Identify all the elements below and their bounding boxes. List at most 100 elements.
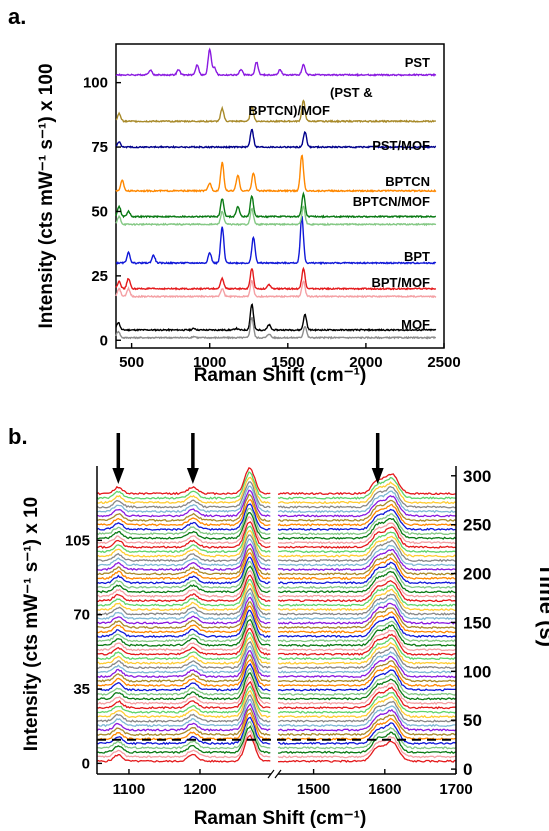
series-line: [277, 526, 457, 549]
series-line: [96, 476, 271, 505]
x-tick-label: 1600: [368, 781, 401, 798]
series-line: [96, 680, 271, 710]
series-line: [96, 636, 271, 665]
series-line: [115, 215, 437, 266]
series-line: [96, 725, 271, 755]
y-tick-label: 35: [73, 681, 90, 698]
series-line: [277, 624, 457, 647]
arrow-down-icon: [371, 468, 384, 484]
series-line: [277, 664, 457, 688]
series-line: [277, 620, 457, 643]
series-line: [277, 552, 457, 576]
series-label: (PST &: [330, 85, 373, 100]
panel-b-frame: [96, 466, 457, 779]
series-line: [277, 588, 456, 612]
x-tick-label: 1500: [297, 781, 330, 798]
series-label: BPTCN/MOF: [353, 194, 430, 209]
series-line: [277, 700, 457, 723]
panel-b-time-ticks: 0 50 100 150 200 250 300: [451, 467, 491, 779]
series-line: [96, 721, 271, 750]
series-label: PST/MOF: [372, 138, 430, 153]
x-tick-label: 1700: [439, 781, 472, 798]
series-line: [96, 547, 271, 576]
time-tick-label: 50: [463, 711, 482, 730]
series-line: [96, 587, 271, 616]
series-line: [277, 726, 457, 750]
arrow-down-icon: [186, 468, 199, 484]
time-tick-label: 250: [463, 516, 491, 535]
series-line: [277, 557, 457, 581]
series-line: [278, 673, 457, 696]
series-line: [277, 566, 457, 590]
series-line: [96, 623, 271, 652]
panel-b-y-ticks: 0 35 70 105: [65, 532, 102, 772]
panel-b-y-axis-label: Intensity (cts mW⁻¹ s⁻¹) x 10: [21, 497, 42, 751]
panel-b-label: b.: [8, 424, 28, 449]
series-line: [277, 740, 457, 763]
series-line: [96, 493, 271, 522]
series-line: [277, 517, 457, 540]
panel-b-x-axis-label: Raman Shift (cm⁻¹): [194, 808, 367, 829]
panel-b-time-axis-label: Time (s): [535, 563, 549, 647]
series-line: [96, 650, 271, 679]
series-line: [97, 574, 271, 603]
series-line: [96, 511, 271, 540]
series-line: [278, 597, 457, 621]
time-tick-label: 300: [463, 467, 491, 486]
panel-b-x-ticks: 1100 1200 1500 1600 1700: [113, 769, 473, 798]
series-line: [96, 481, 271, 509]
series-line: [277, 522, 457, 545]
series-line: [115, 154, 437, 193]
series-line: [277, 692, 457, 714]
series-line: [96, 601, 271, 630]
panel-a-series: [115, 47, 437, 340]
time-tick-label: 0: [463, 760, 472, 779]
series-line: [277, 682, 457, 706]
series-label: BPT: [404, 249, 430, 264]
series-line: [277, 481, 457, 505]
series-line: [96, 543, 271, 572]
series-line: [96, 729, 271, 759]
series-line: [96, 592, 271, 621]
series-line: [96, 699, 271, 728]
panel-b-arrows: [112, 433, 384, 484]
panel-a-chart: MOF BPT/MOF BPT BPTCN/MOF BPTCN PST/MOF (PST &…: [36, 43, 461, 386]
series-line: [277, 650, 457, 674]
series-line: [96, 503, 271, 531]
series-line: [96, 596, 271, 625]
series-label: MOF: [401, 317, 430, 332]
series-line: [277, 544, 457, 567]
series-line: [277, 508, 457, 531]
series-line: [115, 303, 437, 333]
x-tick-label: 500: [119, 354, 144, 371]
series-line: [277, 579, 457, 603]
series-line: [277, 637, 456, 661]
series-line: [277, 731, 457, 755]
time-tick-label: 100: [463, 662, 491, 681]
series-line: [96, 614, 271, 643]
x-tick-label: 2000: [349, 354, 382, 371]
series-line: [96, 676, 271, 705]
series-line: [277, 641, 457, 665]
series-line: [96, 702, 271, 732]
series-line: [277, 678, 457, 701]
series-line: [115, 128, 437, 150]
series-line: [277, 570, 457, 594]
series-line: [277, 476, 457, 500]
y-tick-label: 105: [65, 532, 90, 549]
x-tick-label: 1000: [193, 354, 226, 371]
series-line: [96, 565, 271, 594]
series-line: [96, 569, 271, 599]
series-line: [96, 552, 271, 581]
series-line: [278, 607, 457, 630]
series-line: [277, 486, 457, 509]
series-line: [277, 669, 457, 692]
series-line: [277, 708, 457, 732]
panel-a-x-axis-label: Raman Shift (cm⁻¹): [194, 365, 367, 386]
series-line: [96, 560, 271, 589]
series-line: [278, 531, 457, 554]
series-line: [277, 535, 457, 558]
y-tick-label: 70: [73, 607, 90, 624]
series-line: [277, 655, 457, 679]
series-label: BPTCN)/MOF: [248, 103, 330, 118]
